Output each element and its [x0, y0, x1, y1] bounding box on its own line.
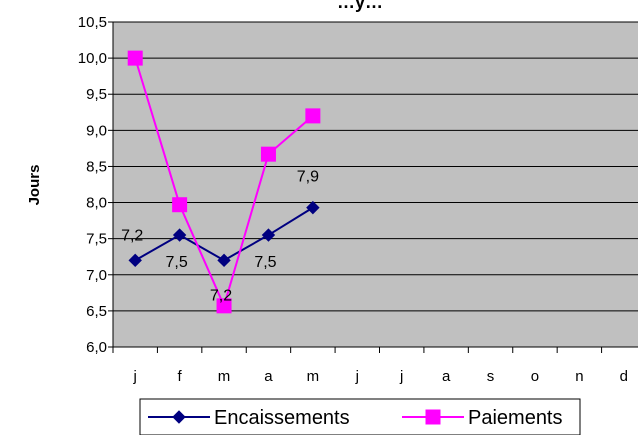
x-tick-label: j [355, 368, 359, 385]
data-point-paiements [260, 146, 276, 162]
data-point-paiements [127, 50, 143, 66]
data-point-encaissements [172, 228, 187, 242]
legend-marker [425, 409, 441, 425]
data-label: 7,2 [210, 287, 232, 304]
data-point-paiements [216, 298, 232, 314]
x-tick-label: f [178, 368, 183, 385]
y-tick-label: 7,0 [86, 267, 107, 284]
legend-box [139, 398, 581, 435]
data-point-paiements [305, 108, 321, 124]
x-tick-label: a [264, 368, 273, 385]
chart-title: …y… [337, 0, 383, 12]
y-tick-label: 8,0 [86, 195, 107, 212]
y-tick-label: 6,5 [86, 303, 107, 320]
x-tick-label: n [575, 368, 583, 385]
plot-area [112, 21, 638, 348]
data-label: 7,5 [166, 254, 188, 271]
data-label: 7,5 [254, 254, 276, 271]
legend-marker [172, 410, 186, 424]
data-point-paiements [172, 197, 188, 213]
x-tick-label: a [442, 368, 451, 385]
y-tick-label: 10,0 [78, 50, 107, 67]
legend-label: Encaissements [214, 407, 350, 429]
y-tick-label: 10,5 [78, 14, 107, 31]
y-axis-label: Jours [26, 165, 43, 206]
y-tick-label: 9,0 [86, 122, 107, 139]
y-tick-label: 7,5 [86, 231, 107, 248]
legend-label: Paiements [468, 407, 563, 429]
data-label: 7,9 [297, 169, 319, 186]
y-tick-label: 9,5 [86, 86, 107, 103]
data-label: 7,2 [121, 227, 143, 244]
x-tick-label: j [133, 368, 137, 385]
data-point-encaissements [128, 253, 142, 268]
x-tick-label: s [487, 368, 495, 385]
y-tick-label: 8,5 [86, 158, 107, 175]
x-tick-label: m [218, 368, 231, 385]
data-point-encaissements [261, 228, 276, 242]
x-tick-label: m [307, 368, 320, 385]
data-point-encaissements [217, 253, 231, 268]
x-tick-label: j [399, 368, 403, 385]
data-point-encaissements [306, 200, 320, 215]
x-tick-label: d [620, 368, 628, 385]
y-tick-label: 6,0 [86, 339, 107, 356]
x-tick-label: o [531, 368, 539, 385]
